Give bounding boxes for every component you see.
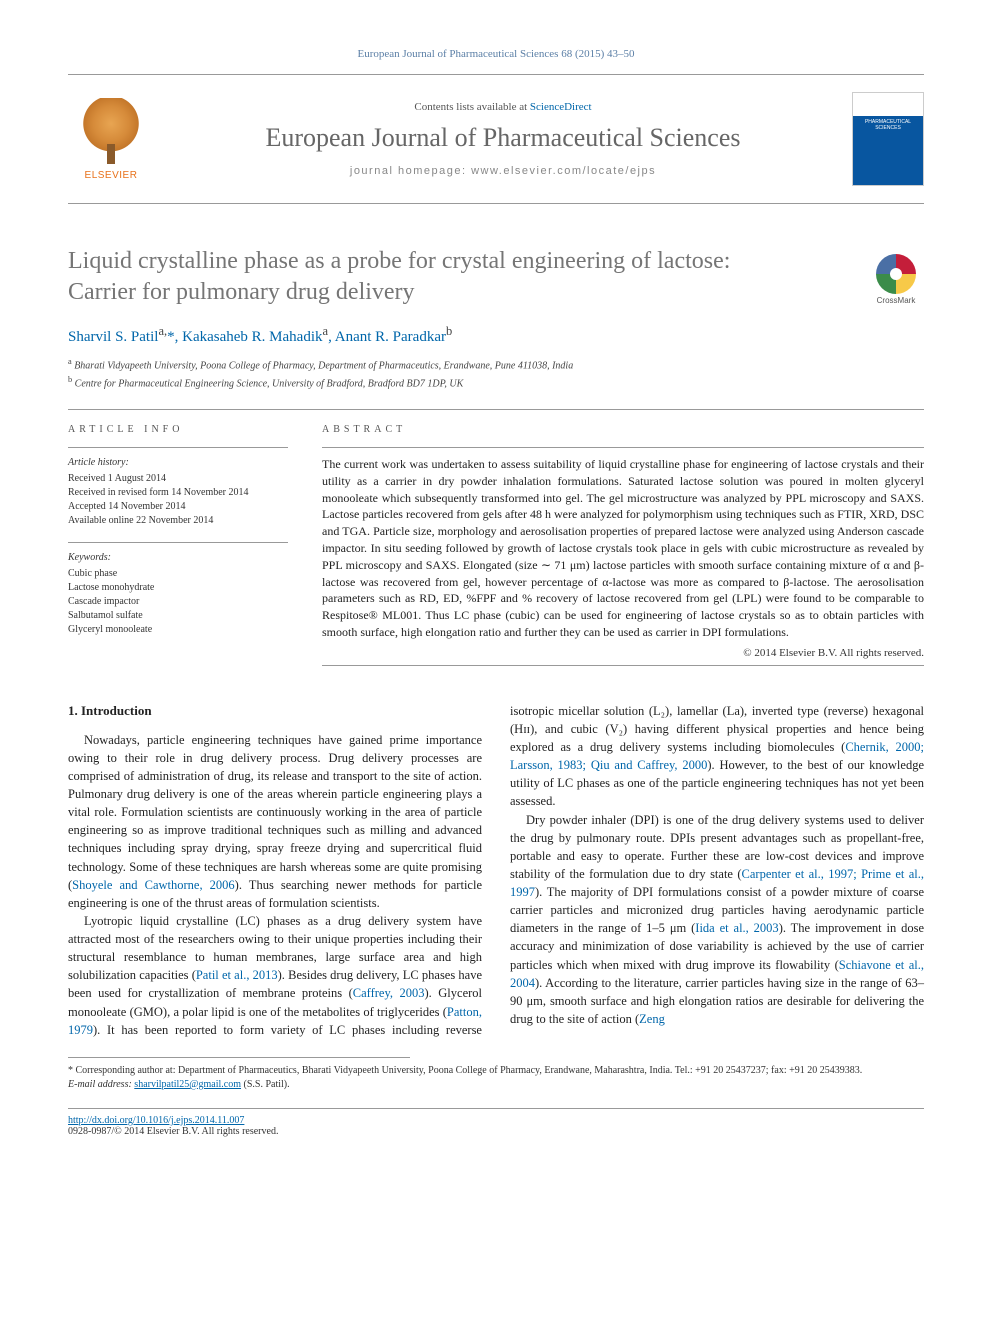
history-line: Received 1 August 2014 (68, 472, 288, 486)
sciencedirect-link[interactable]: ScienceDirect (530, 101, 592, 113)
abstract-divider-bottom (322, 665, 924, 666)
contents-prefix: Contents lists available at (414, 101, 529, 113)
keyword: Cubic phase (68, 567, 288, 581)
abstract-divider (322, 447, 924, 448)
history-line: Received in revised form 14 November 201… (68, 486, 288, 500)
keyword: Salbutamol sulfate (68, 609, 288, 623)
author-1-affil: a, (158, 324, 167, 338)
author-2[interactable]: , Kakasaheb R. Mahadik (175, 329, 323, 345)
history-heading: Article history: (68, 456, 288, 470)
article-history-block: Article history: Received 1 August 2014 … (68, 456, 288, 528)
authors-line: Sharvil S. Patila,*, Kakasaheb R. Mahadi… (68, 324, 924, 346)
body-paragraph: Dry powder inhaler (DPI) is one of the d… (510, 811, 924, 1029)
abstract-heading: ABSTRACT (322, 424, 924, 435)
keyword: Lactose monohydrate (68, 581, 288, 595)
journal-name: European Journal of Pharmaceutical Scien… (154, 123, 852, 153)
contents-available-line: Contents lists available at ScienceDirec… (154, 101, 852, 113)
author-1[interactable]: Sharvil S. Patil (68, 329, 158, 345)
keyword: Glyceryl monooleate (68, 623, 288, 637)
section-1-heading: 1. Introduction (68, 702, 482, 721)
email-link[interactable]: sharvilpatil25@gmail.com (134, 1079, 241, 1090)
header-citation: European Journal of Pharmaceutical Scien… (68, 48, 924, 60)
keywords-block: Keywords: Cubic phase Lactose monohydrat… (68, 551, 288, 637)
journal-cover-thumbnail[interactable] (852, 92, 924, 186)
corresponding-author-note: * Corresponding author at: Department of… (68, 1064, 924, 1078)
footnotes: * Corresponding author at: Department of… (68, 1064, 924, 1092)
divider-top (68, 409, 924, 410)
author-3-affil: b (446, 324, 452, 338)
body-paragraph: Nowadays, particle engineering technique… (68, 731, 482, 912)
publisher-logo[interactable]: ELSEVIER (68, 98, 154, 181)
homepage-url[interactable]: www.elsevier.com/locate/ejps (471, 165, 656, 177)
info-divider-1 (68, 447, 288, 448)
citation-link[interactable]: Zeng (639, 1012, 665, 1026)
email-line: E-mail address: sharvilpatil25@gmail.com… (68, 1078, 924, 1092)
body-two-column: 1. Introduction Nowadays, particle engin… (68, 702, 924, 1039)
journal-homepage: journal homepage: www.elsevier.com/locat… (154, 165, 852, 177)
meta-row: ARTICLE INFO Article history: Received 1… (68, 424, 924, 666)
doi-link[interactable]: http://dx.doi.org/10.1016/j.ejps.2014.11… (68, 1115, 244, 1126)
keyword: Cascade impactor (68, 595, 288, 609)
abstract-text: The current work was undertaken to asses… (322, 456, 924, 641)
history-line: Available online 22 November 2014 (68, 514, 288, 528)
crossmark-badge[interactable]: CrossMark (868, 254, 924, 310)
affiliations: a Bharati Vidyapeeth University, Poona C… (68, 356, 924, 391)
banner-center: Contents lists available at ScienceDirec… (154, 101, 852, 177)
keywords-heading: Keywords: (68, 551, 288, 565)
crossmark-icon (876, 254, 916, 294)
author-3[interactable]: , Anant R. Paradkar (328, 329, 446, 345)
doi-line: http://dx.doi.org/10.1016/j.ejps.2014.11… (68, 1115, 924, 1126)
journal-banner: ELSEVIER Contents lists available at Sci… (68, 74, 924, 204)
affiliation-a: a Bharati Vidyapeeth University, Poona C… (68, 356, 924, 373)
author-1-corr-mark[interactable]: * (167, 329, 175, 345)
article-info-column: ARTICLE INFO Article history: Received 1… (68, 424, 288, 666)
bottom-bar: http://dx.doi.org/10.1016/j.ejps.2014.11… (68, 1108, 924, 1137)
citation-link[interactable]: Shoyele and Cawthorne, 2006 (72, 878, 235, 892)
citation-link[interactable]: Iida et al., 2003 (695, 921, 778, 935)
abstract-column: ABSTRACT The current work was undertaken… (322, 424, 924, 666)
abstract-copyright: © 2014 Elsevier B.V. All rights reserved… (322, 647, 924, 659)
elsevier-tree-icon (79, 98, 143, 162)
page-root: European Journal of Pharmaceutical Scien… (0, 0, 992, 1177)
homepage-prefix: journal homepage: (350, 165, 471, 177)
article-info-heading: ARTICLE INFO (68, 424, 288, 435)
affiliation-b: b Centre for Pharmaceutical Engineering … (68, 374, 924, 391)
title-block: Liquid crystalline phase as a probe for … (68, 246, 924, 308)
citation-link[interactable]: Patil et al., 2013 (196, 968, 278, 982)
article-title: Liquid crystalline phase as a probe for … (68, 246, 788, 308)
footnote-separator (68, 1057, 410, 1058)
issn-copyright-line: 0928-0987/© 2014 Elsevier B.V. All right… (68, 1126, 924, 1137)
crossmark-label: CrossMark (877, 296, 916, 305)
info-divider-2 (68, 542, 288, 543)
citation-link[interactable]: Caffrey, 2003 (353, 986, 425, 1000)
publisher-logo-text: ELSEVIER (85, 170, 138, 181)
history-line: Accepted 14 November 2014 (68, 500, 288, 514)
